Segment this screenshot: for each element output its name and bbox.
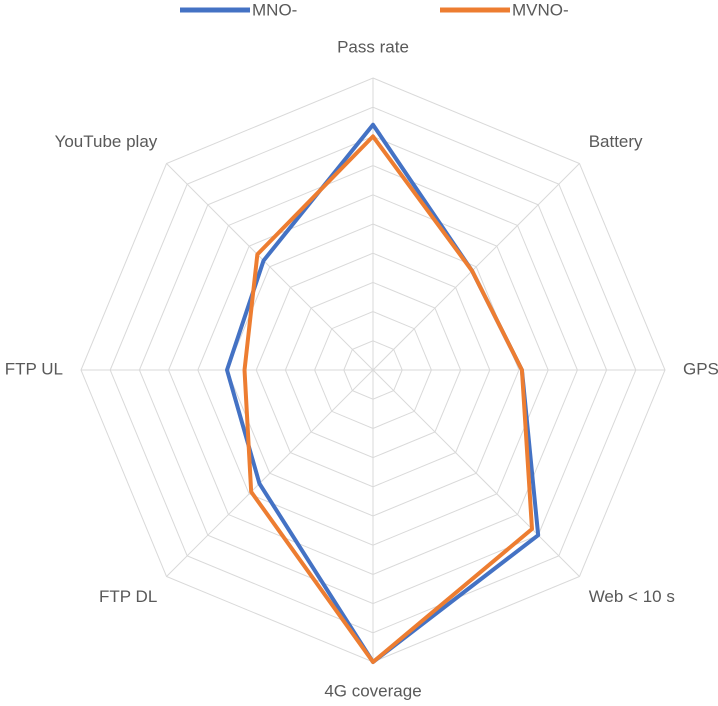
spoke (372, 369, 580, 577)
legend-label: MVNO- (512, 0, 569, 19)
category-label: FTP DL (99, 587, 157, 606)
category-label: GPS (683, 359, 718, 378)
spoke (166, 369, 374, 577)
legend-label: MNO- (252, 0, 297, 19)
spoke (372, 163, 580, 371)
series-line (225, 122, 541, 664)
category-label: FTP UL (5, 359, 63, 378)
category-label: YouTube play (55, 132, 158, 151)
category-label: Web < 10 s (589, 587, 675, 606)
category-label: 4G coverage (324, 681, 421, 700)
spoke (166, 163, 374, 371)
category-label: Pass rate (337, 37, 409, 56)
category-label: Battery (589, 132, 643, 151)
series-line (242, 134, 534, 664)
